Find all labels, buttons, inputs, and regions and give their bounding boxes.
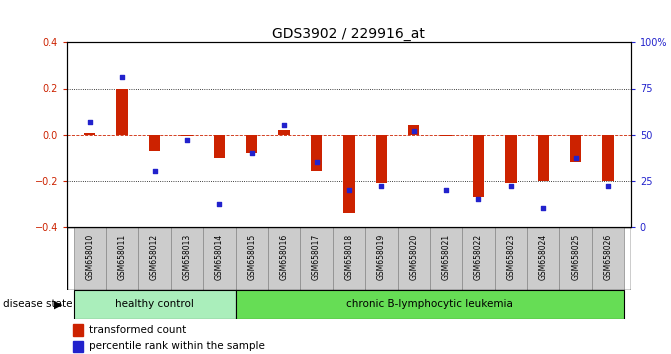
Point (603, 183, 613, 189)
Bar (473, 135, 484, 197)
FancyBboxPatch shape (170, 227, 203, 290)
FancyBboxPatch shape (333, 227, 365, 290)
FancyBboxPatch shape (365, 227, 397, 290)
Text: ▶: ▶ (54, 299, 62, 309)
Bar (213, 135, 225, 158)
FancyBboxPatch shape (560, 227, 592, 290)
Point (505, 183, 516, 189)
Point (278, 122, 289, 128)
FancyBboxPatch shape (106, 227, 138, 290)
Text: GSM658015: GSM658015 (247, 234, 256, 280)
Bar (311, 135, 322, 171)
Bar (408, 125, 419, 135)
Bar (278, 130, 290, 135)
FancyBboxPatch shape (301, 227, 333, 290)
Text: GSM658019: GSM658019 (377, 234, 386, 280)
Text: GSM658022: GSM658022 (474, 234, 483, 280)
Point (149, 169, 160, 174)
FancyBboxPatch shape (462, 227, 495, 290)
Point (409, 128, 419, 134)
Bar (72, 324, 83, 336)
Point (473, 196, 484, 202)
Point (441, 187, 452, 193)
FancyBboxPatch shape (74, 227, 106, 290)
Text: healthy control: healthy control (115, 299, 194, 309)
FancyBboxPatch shape (268, 227, 301, 290)
Text: GSM658012: GSM658012 (150, 234, 159, 280)
Bar (72, 341, 83, 352)
FancyBboxPatch shape (203, 227, 236, 290)
Bar (344, 135, 354, 213)
FancyBboxPatch shape (397, 227, 430, 290)
Text: GSM658014: GSM658014 (215, 234, 224, 280)
Bar (603, 135, 614, 181)
FancyBboxPatch shape (495, 227, 527, 290)
Text: GSM658025: GSM658025 (571, 234, 580, 280)
Point (538, 205, 549, 211)
Text: GSM658011: GSM658011 (117, 234, 127, 280)
Text: chronic B-lymphocytic leukemia: chronic B-lymphocytic leukemia (346, 299, 513, 309)
Bar (505, 135, 517, 183)
Bar (537, 135, 549, 181)
Bar (149, 135, 160, 151)
Text: GSM658017: GSM658017 (312, 234, 321, 280)
Point (85, 119, 95, 125)
FancyBboxPatch shape (138, 227, 170, 290)
Bar (84, 133, 95, 135)
Text: GSM658013: GSM658013 (183, 234, 191, 280)
Point (117, 75, 127, 80)
FancyBboxPatch shape (74, 290, 236, 319)
Text: GSM658016: GSM658016 (280, 234, 289, 280)
Bar (246, 135, 258, 153)
Title: GDS3902 / 229916_at: GDS3902 / 229916_at (272, 28, 425, 41)
Point (214, 202, 225, 207)
FancyBboxPatch shape (236, 227, 268, 290)
Text: disease state: disease state (3, 299, 73, 309)
FancyBboxPatch shape (592, 227, 624, 290)
Text: GSM658023: GSM658023 (507, 234, 515, 280)
Text: GSM658010: GSM658010 (85, 234, 94, 280)
Text: GSM658018: GSM658018 (344, 234, 354, 280)
Text: GSM658020: GSM658020 (409, 234, 418, 280)
Text: transformed count: transformed count (89, 325, 186, 335)
Text: GSM658021: GSM658021 (442, 234, 451, 280)
Point (344, 187, 354, 193)
Bar (117, 88, 128, 135)
Point (376, 183, 386, 189)
FancyBboxPatch shape (430, 227, 462, 290)
Bar (376, 135, 387, 183)
Bar (440, 135, 452, 136)
Point (570, 156, 581, 161)
FancyBboxPatch shape (527, 227, 560, 290)
Point (311, 159, 322, 165)
Text: percentile rank within the sample: percentile rank within the sample (89, 341, 264, 351)
Text: GSM658024: GSM658024 (539, 234, 548, 280)
Bar (181, 135, 193, 136)
Text: GSM658026: GSM658026 (604, 234, 613, 280)
Bar (570, 135, 581, 162)
Point (246, 150, 257, 156)
FancyBboxPatch shape (236, 290, 624, 319)
Point (182, 137, 193, 143)
